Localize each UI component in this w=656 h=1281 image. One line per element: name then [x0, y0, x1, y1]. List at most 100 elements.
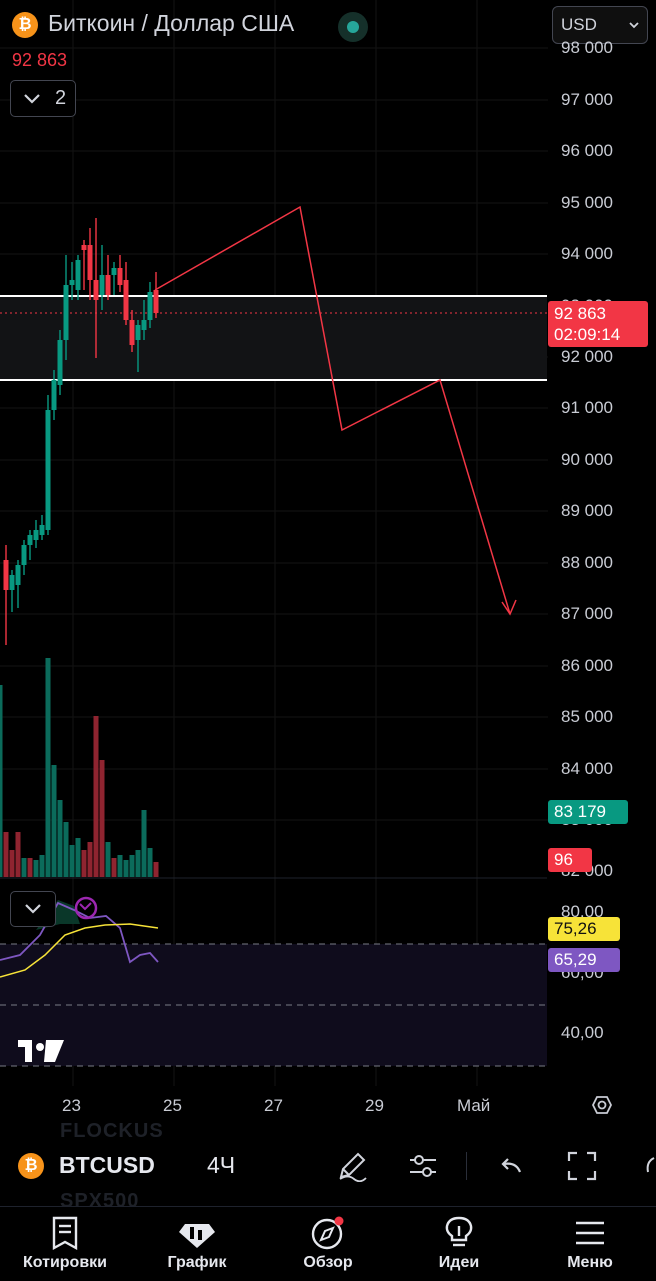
chevron-down-icon — [24, 93, 40, 104]
price-axis-label: 88 000 — [561, 553, 613, 572]
nav-overview[interactable]: Обзор — [273, 1206, 383, 1280]
volume-bar — [21, 858, 27, 877]
volume-bar — [57, 800, 63, 877]
candle-body — [63, 285, 69, 340]
price-axis-label: 87 000 — [561, 604, 613, 623]
price-axis-label: 95 000 — [561, 193, 613, 212]
time-axis-label: 27 — [264, 1096, 283, 1115]
candle-body — [141, 320, 147, 330]
volume-bar — [9, 850, 15, 877]
volume-bar — [27, 858, 33, 877]
candle-body — [39, 525, 45, 535]
volume-bar — [33, 860, 39, 877]
volume-bar — [3, 832, 9, 877]
price-axis-label: 89 000 — [561, 501, 613, 520]
candle-body — [9, 575, 15, 590]
price-axis-label: 98 000 — [561, 38, 613, 57]
volume-bar — [117, 855, 123, 877]
bitcoin-logo-icon: ₿ — [12, 12, 38, 38]
volume-bar — [75, 838, 81, 877]
candle-body — [33, 530, 39, 540]
forecast-path-drawing[interactable] — [154, 205, 511, 615]
currency-label: USD — [561, 15, 597, 34]
volume-bar — [99, 760, 105, 877]
nav-ideas[interactable]: Идеи — [404, 1206, 514, 1280]
nav-watchlist[interactable]: Котировки — [10, 1206, 120, 1280]
volume-bar — [15, 832, 21, 877]
candle-body — [147, 292, 153, 320]
volume-bar — [51, 765, 57, 877]
rsi-collapse-button[interactable] — [10, 891, 56, 927]
price-axis-label: 86 000 — [561, 656, 613, 675]
chart-icon — [179, 1224, 215, 1248]
chart-settings-icon[interactable] — [591, 1096, 613, 1114]
currency-select[interactable]: USD — [552, 6, 648, 44]
volume-bar — [93, 716, 99, 877]
symbol-button[interactable]: BTCUSD — [59, 1152, 155, 1178]
candle-body — [3, 560, 9, 590]
hamburger-icon — [576, 1221, 604, 1245]
price-axis-label: 85 000 — [561, 707, 613, 726]
indicator-count: 2 — [55, 87, 67, 109]
bitcoin-logo-icon: ₿ — [18, 1153, 44, 1179]
chevron-down-icon — [25, 904, 41, 914]
candle-body — [87, 245, 93, 280]
indicators-collapse-button[interactable]: 2 — [10, 80, 76, 117]
price-axis-label: 94 000 — [561, 244, 613, 263]
time-axis-label: 23 — [62, 1096, 81, 1115]
toolbar-overflow-icon[interactable] — [642, 1152, 656, 1180]
volume-bar — [69, 845, 75, 877]
candle-body — [21, 545, 27, 565]
last-price-value: 92 863 — [554, 304, 606, 323]
price-range-rectangle[interactable] — [0, 296, 547, 380]
pencil-icon[interactable] — [334, 1148, 370, 1184]
nav-chart[interactable]: График — [142, 1206, 252, 1280]
settings-sliders-icon[interactable] — [405, 1148, 441, 1184]
volume-bar — [105, 842, 111, 877]
nav-label: Меню — [567, 1254, 613, 1271]
rsi-line — [0, 901, 159, 964]
volume-bar — [147, 848, 153, 877]
candle-body — [51, 380, 57, 410]
nav-label: Котировки — [22, 1254, 108, 1271]
symbol-title[interactable]: Биткоин / Доллар США — [48, 10, 295, 36]
market-status-icon[interactable] — [338, 12, 368, 42]
candle-body — [69, 280, 75, 285]
price-axis-label: 91 000 — [561, 398, 613, 417]
chart-toolbar — [0, 1126, 656, 1206]
undo-icon[interactable] — [492, 1148, 528, 1184]
candle-body — [45, 410, 51, 530]
price-axis-label: 92 000 — [561, 347, 613, 366]
candle-body — [75, 260, 81, 290]
volume-bar — [45, 658, 51, 877]
fullscreen-icon[interactable] — [564, 1148, 600, 1184]
candle-body — [93, 280, 99, 300]
candle-body — [81, 245, 87, 250]
rsi-divergence-icon — [74, 896, 98, 920]
candle-body — [105, 275, 111, 295]
nav-menu[interactable]: Меню — [535, 1206, 645, 1280]
bar-countdown: 02:09:14 — [554, 325, 621, 344]
timeframe-button[interactable]: 4Ч — [207, 1152, 236, 1178]
candle-body — [129, 320, 135, 345]
volume-bar — [141, 810, 147, 877]
forecast-arrowhead — [501, 599, 517, 616]
price-axis-label: 90 000 — [561, 450, 613, 469]
chart-canvas[interactable] — [0, 0, 656, 1120]
bottom-navigation — [0, 1206, 656, 1281]
chart-grid — [0, 0, 548, 1086]
candlestick-series — [3, 218, 159, 645]
candle-body — [135, 325, 141, 340]
volume-bar — [63, 822, 69, 877]
last-price-badge: 92 863 02:09:14 — [548, 301, 648, 347]
volume-bar — [39, 855, 45, 877]
time-axis-label: Май — [457, 1096, 491, 1115]
nav-label: Обзор — [303, 1254, 353, 1271]
time-axis-label: 25 — [163, 1096, 182, 1115]
candle-body — [15, 565, 21, 585]
volume-badge: 96 — [548, 848, 592, 872]
rsi-axis-label: 80,00 — [561, 902, 604, 921]
rsi-ma-badge: 75,26 — [548, 917, 620, 941]
volume-bar — [87, 842, 93, 877]
toolbar-divider — [466, 1152, 467, 1180]
